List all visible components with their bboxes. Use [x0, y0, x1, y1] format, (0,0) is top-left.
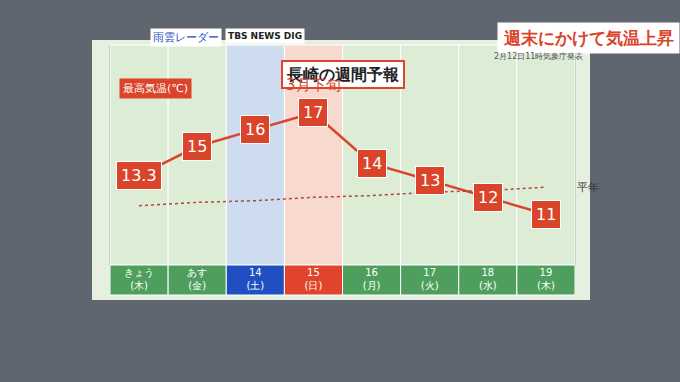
svg-text:19(木): 19(木) — [537, 267, 555, 291]
svg-text:最高気温(℃): 最高気温(℃) — [123, 82, 188, 95]
svg-text:17: 17 — [303, 103, 323, 122]
svg-text:TBS NEWS DIG: TBS NEWS DIG — [228, 31, 302, 41]
svg-text:14(土): 14(土) — [246, 267, 264, 291]
svg-text:2月12日11時気象庁発表: 2月12日11時気象庁発表 — [494, 52, 583, 61]
svg-text:週末にかけて気温上昇: 週末にかけて気温上昇 — [503, 28, 674, 48]
svg-text:15(日): 15(日) — [305, 267, 323, 291]
svg-text:12: 12 — [478, 188, 498, 207]
svg-text:13.3: 13.3 — [121, 166, 157, 185]
svg-text:16: 16 — [245, 120, 265, 139]
svg-text:16(月): 16(月) — [363, 267, 381, 291]
svg-text:3月下旬: 3月下旬 — [286, 76, 341, 94]
svg-text:14: 14 — [362, 154, 382, 173]
svg-text:18(水): 18(水) — [479, 267, 497, 291]
svg-text:きょう(木): きょう(木) — [124, 267, 154, 291]
svg-text:雨雲レーダー: 雨雲レーダー — [153, 31, 219, 44]
svg-text:13: 13 — [420, 171, 440, 190]
svg-text:あす(金): あす(金) — [187, 267, 207, 291]
svg-text:15: 15 — [187, 137, 207, 156]
svg-text:17(火): 17(火) — [421, 267, 439, 291]
svg-text:平年: 平年 — [577, 181, 599, 194]
svg-text:長崎の週間予報: 長崎の週間予報 — [286, 65, 400, 84]
svg-text:11: 11 — [536, 205, 556, 224]
